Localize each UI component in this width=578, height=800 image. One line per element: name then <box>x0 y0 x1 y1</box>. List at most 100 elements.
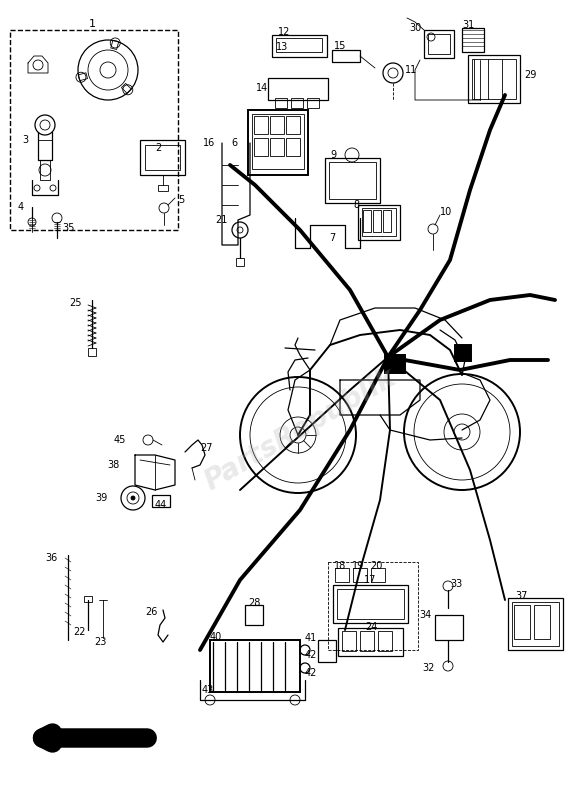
Text: 14: 14 <box>255 83 268 93</box>
Text: 37: 37 <box>516 591 528 601</box>
Text: 20: 20 <box>370 561 382 571</box>
Text: 42: 42 <box>305 650 317 660</box>
Text: 33: 33 <box>450 579 462 589</box>
Text: 19: 19 <box>352 561 364 571</box>
Bar <box>286 138 300 156</box>
Text: 23: 23 <box>94 637 106 647</box>
Bar <box>286 116 300 134</box>
Text: 35: 35 <box>62 223 75 233</box>
Bar <box>145 145 180 170</box>
Text: 4: 4 <box>18 202 24 212</box>
Bar <box>335 568 349 582</box>
Bar <box>468 55 520 103</box>
Bar <box>462 28 484 52</box>
Bar <box>210 640 300 692</box>
Bar <box>360 631 374 651</box>
Bar <box>88 348 96 356</box>
Text: PartsRepublik: PartsRepublik <box>199 364 401 496</box>
Bar <box>342 631 356 651</box>
Bar <box>333 585 408 623</box>
Text: 31: 31 <box>462 20 475 30</box>
Bar <box>248 110 308 175</box>
Bar <box>385 355 405 373</box>
Bar <box>276 38 322 52</box>
Text: 25: 25 <box>69 298 82 308</box>
Bar <box>325 158 380 203</box>
Text: 34: 34 <box>420 610 432 620</box>
Text: 21: 21 <box>216 215 228 225</box>
Text: 17: 17 <box>364 575 376 585</box>
Text: 24: 24 <box>366 622 378 632</box>
Text: 36: 36 <box>46 553 58 563</box>
Bar <box>328 562 418 650</box>
Bar <box>337 589 404 619</box>
Bar <box>272 35 327 57</box>
Bar <box>373 210 381 232</box>
Text: 1: 1 <box>88 19 95 29</box>
Bar <box>270 116 284 134</box>
Text: 41: 41 <box>305 633 317 643</box>
Bar <box>152 495 170 507</box>
Bar <box>353 568 367 582</box>
Bar <box>378 631 392 651</box>
Text: 39: 39 <box>96 493 108 503</box>
Text: 32: 32 <box>423 663 435 673</box>
Text: 12: 12 <box>278 27 290 37</box>
Text: 43: 43 <box>202 685 214 695</box>
Bar <box>318 640 336 662</box>
Bar <box>268 78 328 100</box>
Bar <box>307 98 319 108</box>
Text: 3: 3 <box>22 135 28 145</box>
Bar <box>84 596 92 602</box>
Text: 22: 22 <box>74 627 86 637</box>
Bar <box>512 602 559 646</box>
Bar <box>358 205 400 240</box>
Bar <box>140 140 185 175</box>
Bar <box>329 162 376 199</box>
Bar <box>508 598 563 650</box>
Text: 44: 44 <box>155 500 167 510</box>
Bar <box>362 208 396 236</box>
Text: 11: 11 <box>405 65 417 75</box>
Bar <box>332 50 360 62</box>
Bar <box>371 568 385 582</box>
Bar <box>428 34 450 54</box>
Bar <box>10 30 178 230</box>
Text: 5: 5 <box>178 195 184 205</box>
Text: 28: 28 <box>248 598 260 608</box>
Text: 45: 45 <box>114 435 126 445</box>
Bar <box>78 73 87 81</box>
Text: 6: 6 <box>231 138 237 148</box>
Bar <box>252 114 304 169</box>
Text: 9: 9 <box>330 150 336 160</box>
Text: 42: 42 <box>305 668 317 678</box>
Bar <box>270 138 284 156</box>
Text: 27: 27 <box>200 443 213 453</box>
Circle shape <box>131 496 135 500</box>
Bar <box>472 59 516 99</box>
Bar <box>236 258 244 266</box>
Bar <box>363 210 371 232</box>
Bar <box>121 83 131 94</box>
Bar <box>275 98 287 108</box>
Text: 18: 18 <box>334 561 346 571</box>
Bar <box>291 98 303 108</box>
Bar <box>158 185 168 191</box>
Text: 10: 10 <box>440 207 452 217</box>
Bar <box>254 116 268 134</box>
Bar <box>514 605 530 639</box>
Text: 13: 13 <box>276 42 288 52</box>
Text: 40: 40 <box>210 632 223 642</box>
Bar <box>338 628 403 656</box>
Bar <box>111 40 118 50</box>
Text: 16: 16 <box>203 138 215 148</box>
Text: 2: 2 <box>155 143 161 153</box>
Text: 29: 29 <box>524 70 536 80</box>
Bar <box>254 138 268 156</box>
Bar <box>245 605 263 625</box>
Text: 7: 7 <box>329 233 335 243</box>
Bar <box>455 345 471 361</box>
Text: 30: 30 <box>410 23 422 33</box>
Text: 8: 8 <box>354 200 360 210</box>
Bar <box>435 615 463 640</box>
